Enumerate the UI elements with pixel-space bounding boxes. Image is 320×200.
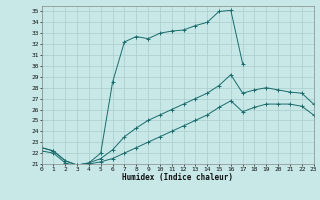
X-axis label: Humidex (Indice chaleur): Humidex (Indice chaleur)	[122, 173, 233, 182]
